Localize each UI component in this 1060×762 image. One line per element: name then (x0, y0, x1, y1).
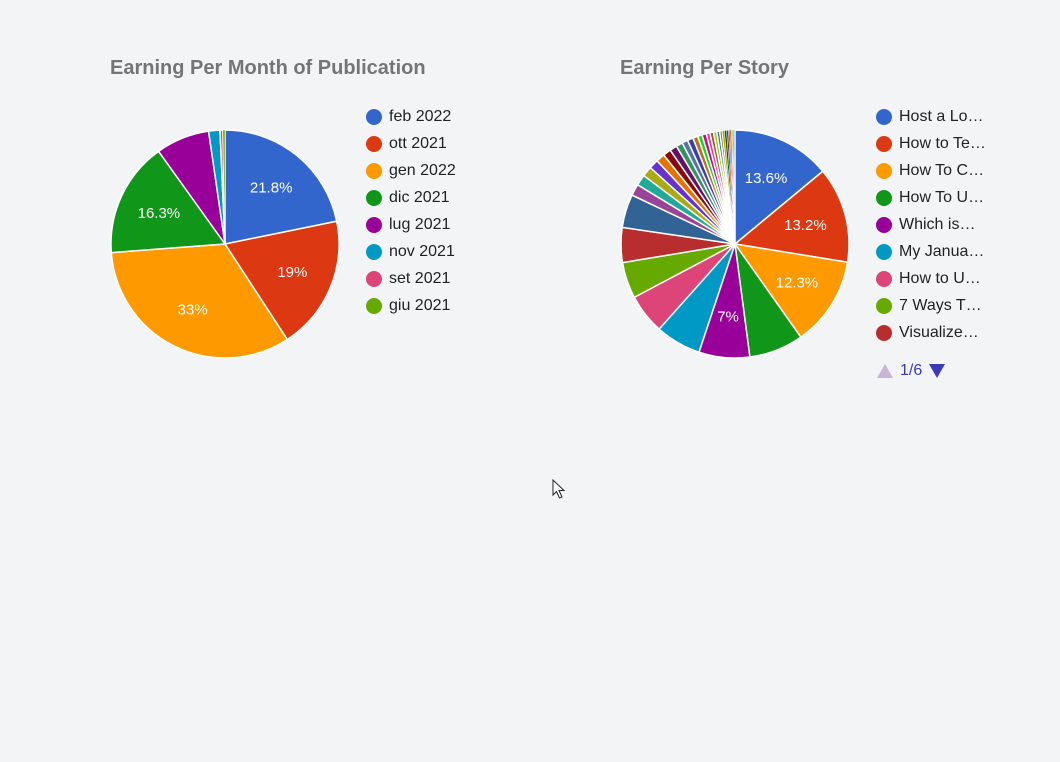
legend-label: How to U… (899, 269, 981, 287)
legend-label: ott 2021 (389, 134, 447, 152)
chart-title: Earning Per Month of Publication (110, 57, 426, 79)
pie-chart-story: 13.6% 13.2% 12.3% 7% (620, 129, 850, 359)
legend-item-8[interactable]: Visualize… (876, 319, 986, 346)
legend-label: Visualize… (899, 323, 979, 341)
legend-swatch-icon (876, 189, 892, 206)
legend-label: How to Te… (899, 134, 986, 152)
legend-label: My Janua… (899, 242, 985, 260)
legend-item-4[interactable]: lug 2021 (366, 211, 456, 238)
triangle-down-icon[interactable] (928, 362, 946, 380)
pie-slice-1[interactable] (223, 220, 340, 341)
legend-swatch-icon (876, 243, 892, 260)
legend-item-3[interactable]: How To U… (876, 184, 986, 211)
legend-item-2[interactable]: How To C… (876, 157, 986, 184)
slice-label-2: 12.3% (776, 275, 819, 292)
legend-item-0[interactable]: Host a Lo… (876, 103, 986, 130)
legend-label: feb 2022 (389, 107, 452, 125)
slice-label-3: 16.3% (138, 205, 181, 222)
legend-item-1[interactable]: How to Te… (876, 130, 986, 157)
legend-swatch-icon (366, 243, 382, 260)
legend-swatch-icon (876, 162, 892, 179)
legend-swatch-icon (876, 108, 892, 125)
legend-item-1[interactable]: ott 2021 (366, 130, 456, 157)
legend-item-5[interactable]: nov 2021 (366, 238, 456, 265)
legend: feb 2022 ott 2021 gen 2022 dic 2021 lug 2021… (366, 103, 456, 319)
slice-label-1: 19% (277, 264, 307, 281)
chart-earning-per-story: Earning Per Story 13.6% 13.2% 12.3% 7% Host… (510, 0, 1020, 430)
pie-slice-0[interactable] (734, 129, 824, 246)
chart-earning-per-month: Earning Per Month of Publication 21.8% 19… (0, 0, 510, 430)
slice-label-1: 13.2% (784, 217, 827, 234)
mouse-pointer-icon (552, 479, 566, 499)
pie-chart-month: 21.8% 19% 33% 16.3% (110, 129, 340, 359)
legend-swatch-icon (876, 297, 892, 314)
legend-swatch-icon (366, 135, 382, 152)
legend-label: gen 2022 (389, 161, 456, 179)
legend-label: lug 2021 (389, 215, 451, 233)
legend-item-5[interactable]: My Janua… (876, 238, 986, 265)
legend-label: dic 2021 (389, 188, 450, 206)
legend-item-7[interactable]: giu 2021 (366, 292, 456, 319)
legend-swatch-icon (876, 270, 892, 287)
legend-item-6[interactable]: set 2021 (366, 265, 456, 292)
pie-slice-0[interactable] (224, 129, 338, 245)
pie-slice-1[interactable] (733, 170, 850, 264)
legend-swatch-icon (366, 216, 382, 233)
legend-label: Which is… (899, 215, 976, 233)
legend-swatch-icon (366, 108, 382, 125)
legend-label: Host a Lo… (899, 107, 984, 125)
pie-slice-2[interactable] (110, 243, 289, 359)
legend-pager: 1/6 (876, 362, 946, 380)
legend-item-7[interactable]: 7 Ways T… (876, 292, 986, 319)
legend-item-6[interactable]: How to U… (876, 265, 986, 292)
pie-slice-3[interactable] (110, 150, 227, 254)
slice-label-0: 21.8% (250, 179, 293, 196)
legend-swatch-icon (876, 135, 892, 152)
chart-title: Earning Per Story (620, 57, 789, 79)
legend-swatch-icon (366, 297, 382, 314)
slice-label-0: 13.6% (745, 170, 788, 187)
legend-label: How To U… (899, 188, 985, 206)
legend-item-0[interactable]: feb 2022 (366, 103, 456, 130)
legend-swatch-icon (876, 216, 892, 233)
legend-swatch-icon (366, 189, 382, 206)
legend-item-4[interactable]: Which is… (876, 211, 986, 238)
legend-swatch-icon (876, 324, 892, 341)
legend-label: nov 2021 (389, 242, 455, 260)
pager-text: 1/6 (900, 362, 923, 379)
slice-label-2: 33% (178, 301, 208, 318)
slice-label-4: 7% (717, 309, 739, 326)
legend-swatch-icon (366, 162, 382, 179)
legend-swatch-icon (366, 270, 382, 287)
pie-slice-other-27[interactable] (734, 129, 736, 245)
legend: Host a Lo… How to Te… How To C… How To U… Wh… (876, 103, 986, 346)
legend-label: set 2021 (389, 269, 451, 287)
legend-label: How To C… (899, 161, 985, 179)
legend-label: 7 Ways T… (899, 296, 982, 314)
legend-item-3[interactable]: dic 2021 (366, 184, 456, 211)
triangle-up-icon[interactable] (876, 362, 894, 380)
pie-slice-2[interactable] (733, 242, 849, 339)
pie-slice-7[interactable] (222, 129, 226, 245)
legend-item-2[interactable]: gen 2022 (366, 157, 456, 184)
legend-label: giu 2021 (389, 296, 451, 314)
